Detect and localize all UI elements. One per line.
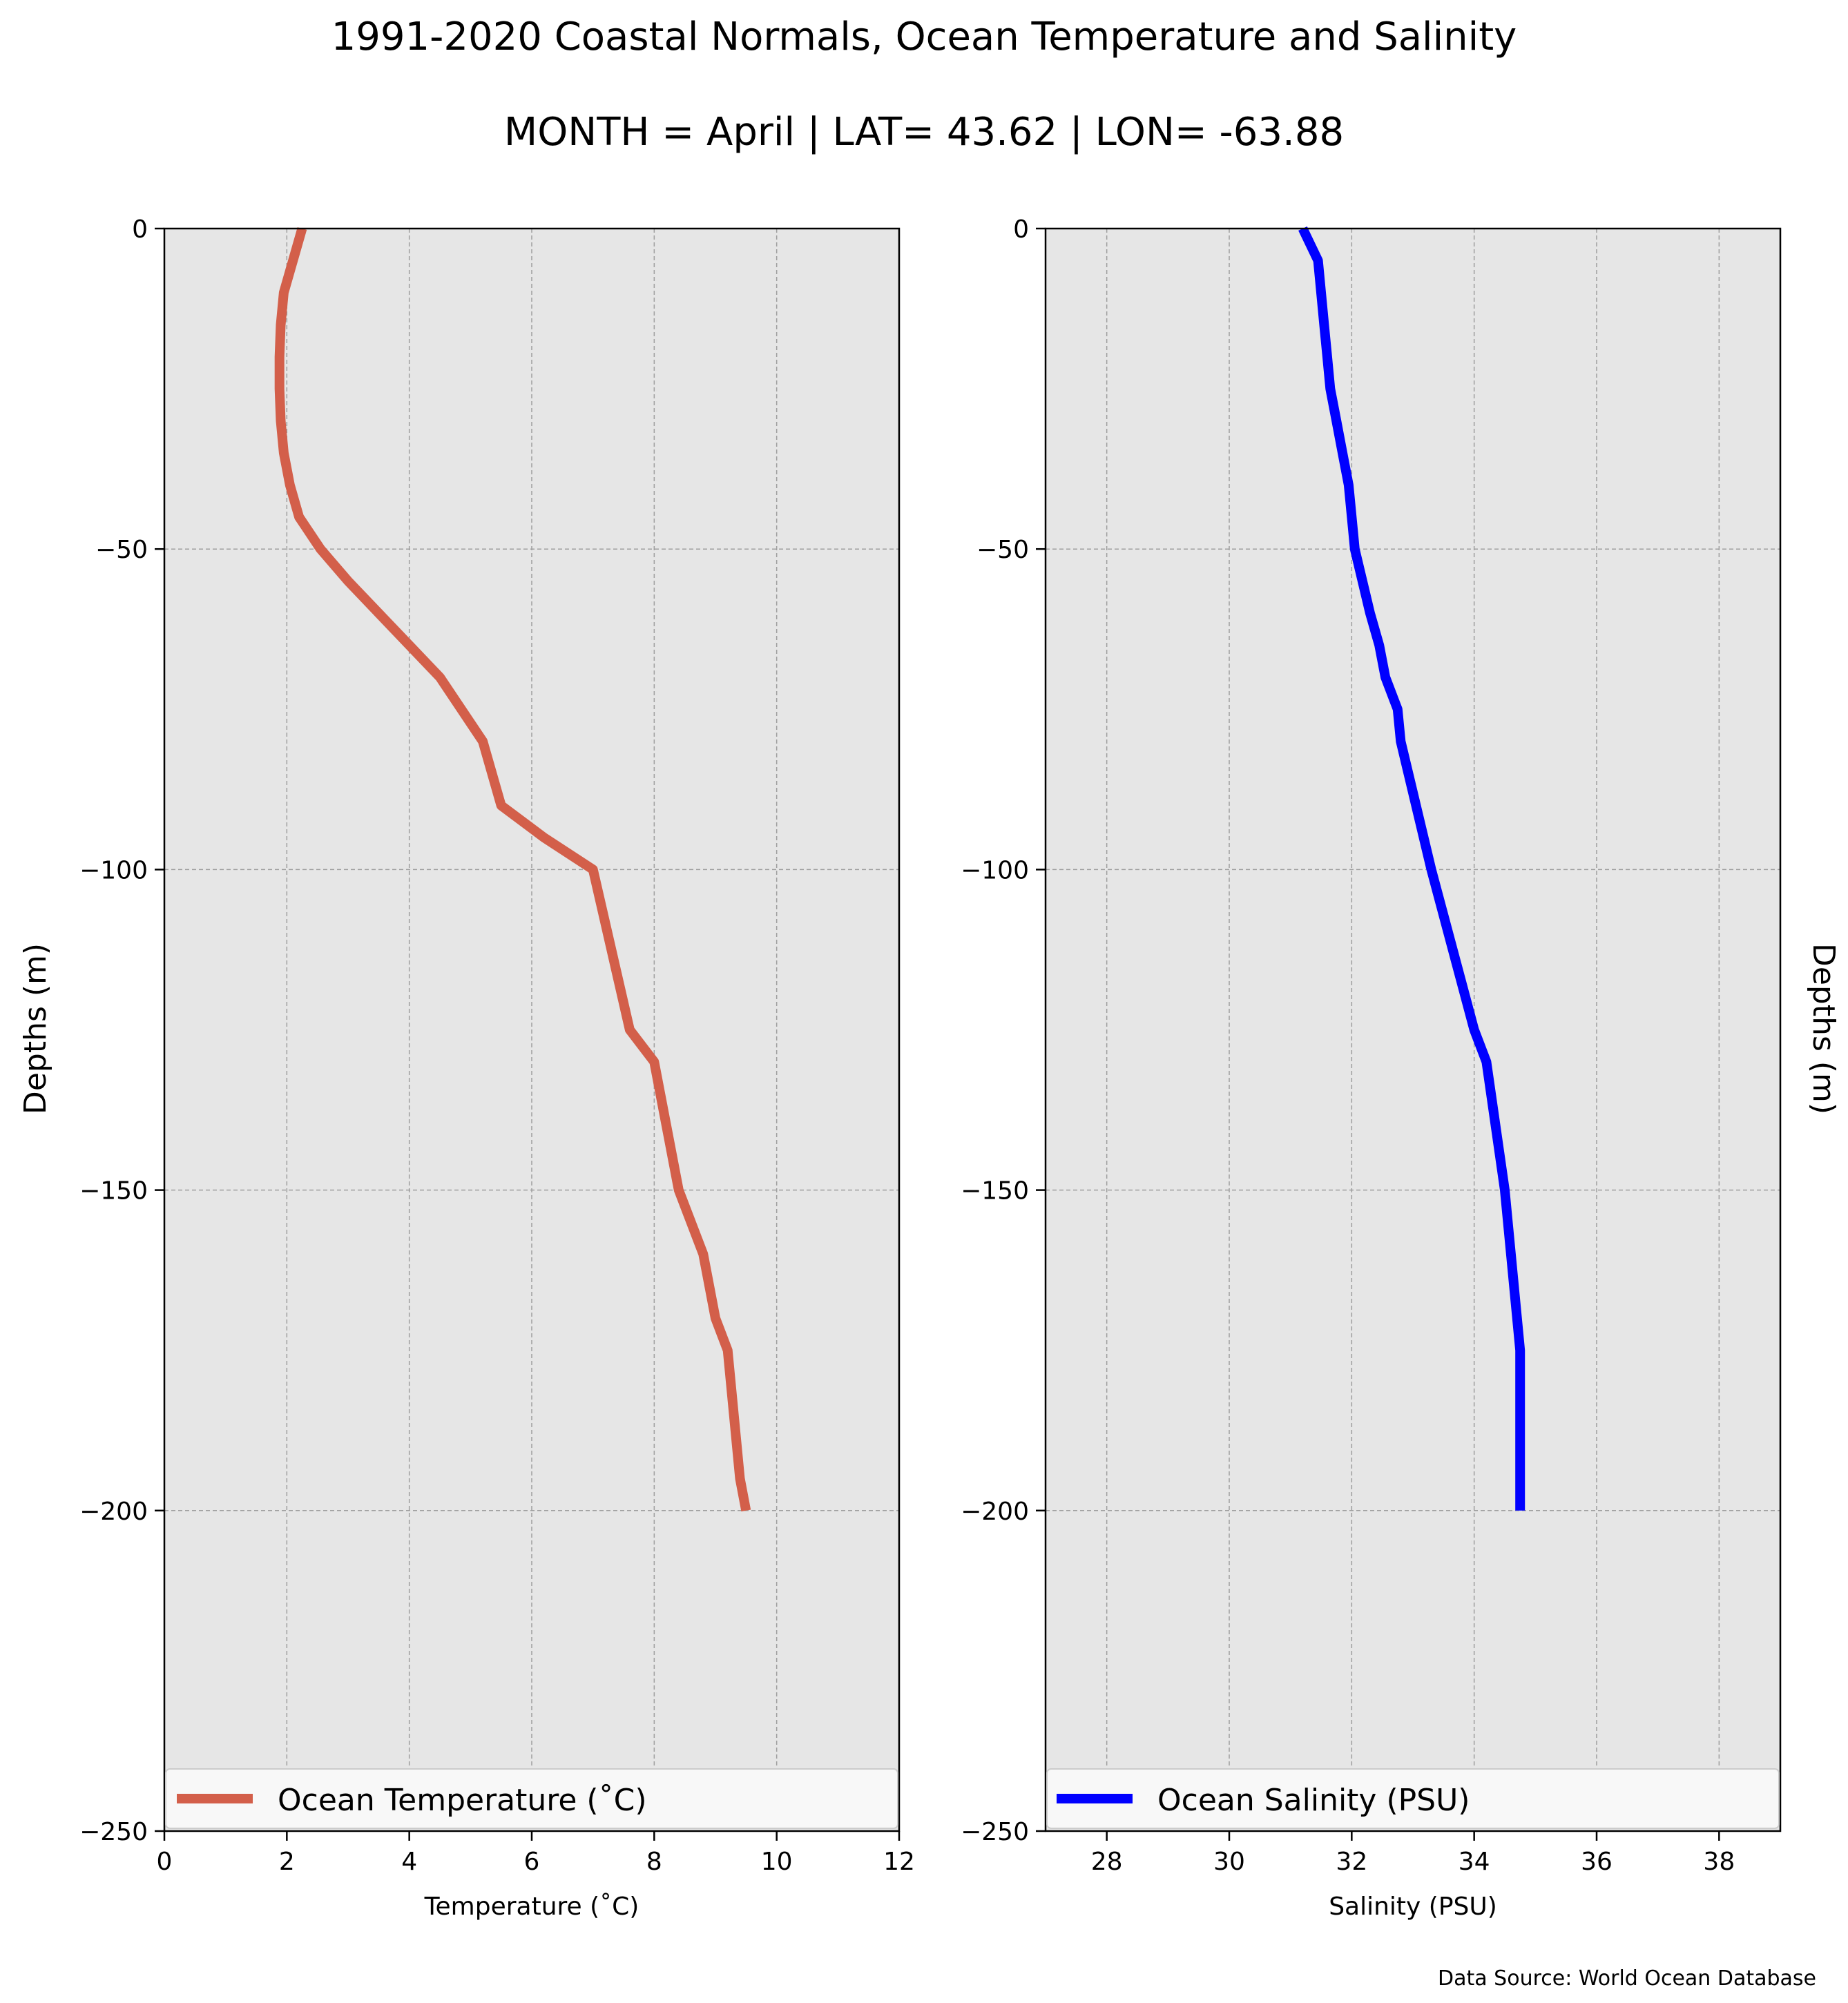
temperature-line-group — [274, 227, 751, 1512]
x-tick-label: 0 — [157, 1848, 173, 1876]
y-tick-label: −250 — [79, 1818, 148, 1846]
y-tick-label: −150 — [961, 1177, 1029, 1206]
x-tick-label: 8 — [646, 1848, 662, 1876]
y-tick-label: −50 — [95, 536, 148, 564]
salinity-y-label: Depths (m) — [1806, 943, 1841, 1114]
y-tick-label: −100 — [961, 856, 1029, 884]
temperature-x-label: Temperature (˚C) — [424, 1893, 639, 1921]
x-tick-label: 38 — [1703, 1848, 1735, 1876]
x-tick-label: 28 — [1091, 1848, 1123, 1876]
salinity-plot-area — [1046, 229, 1780, 1831]
x-tick-label: 4 — [401, 1848, 417, 1876]
salinity-legend: Ocean Salinity (PSU) — [1046, 1768, 1780, 1829]
x-tick-label: 2 — [279, 1848, 295, 1876]
y-tick-label: 0 — [132, 215, 148, 244]
x-tick-label: 12 — [883, 1848, 915, 1876]
y-tick-label: −50 — [976, 536, 1029, 564]
x-tick-label: 32 — [1336, 1848, 1367, 1876]
y-tick-label: −250 — [961, 1818, 1029, 1846]
x-tick-label: 34 — [1459, 1848, 1490, 1876]
chart-subtitle: MONTH = April | LAT= 43.62 | LON= -63.88 — [504, 110, 1344, 155]
salinity-axes: 28 30 32 34 36 38 0 −50 −100 −150 −200 −250 — [961, 215, 1782, 1876]
y-tick-label: −200 — [79, 1498, 148, 1526]
temperature-panel: 0 2 4 6 8 10 12 0 −50 −100 −150 −200 −250 Ocean Temp… — [18, 215, 915, 1921]
salinity-line-group — [1298, 226, 1525, 1511]
axes-frame — [1044, 227, 1782, 1832]
salinity-x-label: Salinity (PSU) — [1329, 1893, 1497, 1921]
temperature-axes: 0 2 4 6 8 10 12 0 −50 −100 −150 −200 −250 — [79, 215, 915, 1876]
salinity-legend-label: Ocean Salinity (PSU) — [1157, 1783, 1470, 1818]
temperature-series-line — [274, 227, 751, 1512]
salinity-series-line — [1298, 226, 1525, 1511]
y-tick-label: −200 — [961, 1498, 1029, 1526]
temperature-legend-label: Ocean Temperature (˚C) — [278, 1783, 647, 1818]
y-tick-label: 0 — [1013, 215, 1029, 244]
y-tick-label: −100 — [79, 856, 148, 884]
salinity-legend-box — [1046, 1768, 1780, 1829]
x-tick-label: 36 — [1581, 1848, 1613, 1876]
x-tick-label: 10 — [761, 1848, 793, 1876]
data-source-note: Data Source: World Ocean Database — [1438, 1966, 1816, 1991]
temperature-grid — [164, 229, 899, 1831]
chart-title: 1991-2020 Coastal Normals, Ocean Tempera… — [331, 14, 1517, 59]
temperature-legend: Ocean Temperature (˚C) — [165, 1768, 898, 1829]
y-tick-label: −150 — [79, 1177, 148, 1206]
temperature-legend-box — [165, 1768, 898, 1829]
temperature-y-label: Depths (m) — [18, 943, 53, 1114]
x-tick-label: 6 — [524, 1848, 540, 1876]
x-tick-label: 30 — [1213, 1848, 1245, 1876]
salinity-panel: 28 30 32 34 36 38 0 −50 −100 −150 −200 −250 Ocean S… — [961, 215, 1841, 1921]
